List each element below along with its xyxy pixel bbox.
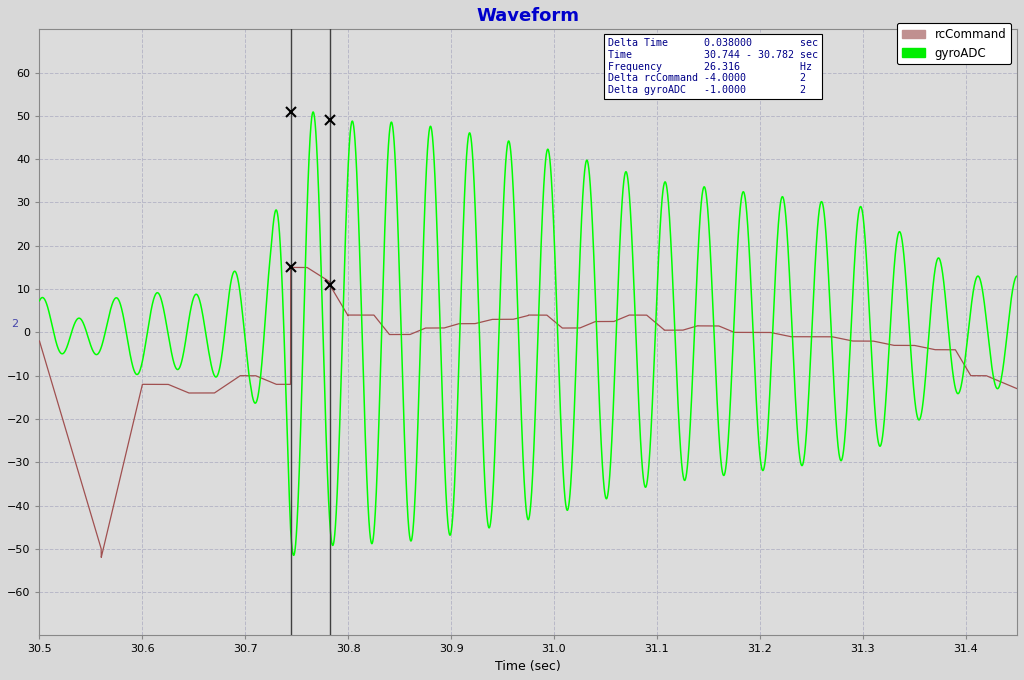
Text: 2: 2 <box>11 319 18 328</box>
X-axis label: Time (sec): Time (sec) <box>496 660 561 673</box>
Text: Delta Time      0.038000        sec
Time            30.744 - 30.782 sec
Frequenc: Delta Time 0.038000 sec Time 30.744 - 30… <box>608 38 818 95</box>
Title: Waveform: Waveform <box>477 7 580 25</box>
Legend: rcCommand, gyroADC: rcCommand, gyroADC <box>897 23 1011 65</box>
